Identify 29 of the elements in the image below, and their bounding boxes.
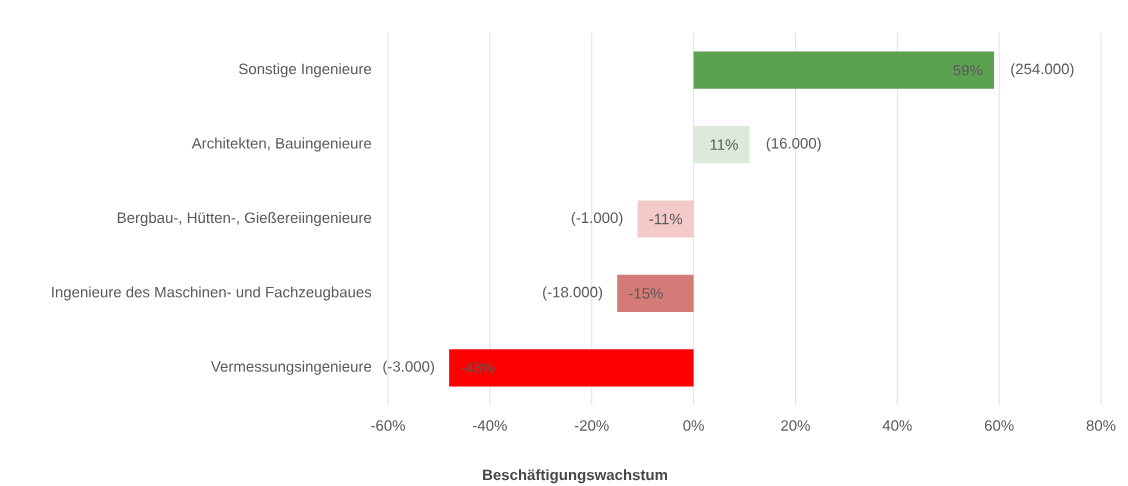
data-label: -11% [649,213,683,225]
x-tick-label: 60% [984,420,1014,431]
bar [693,126,750,164]
annotation: (-18.000) [543,286,603,301]
data-label: -48% [460,362,495,374]
annotation: (254.000) [1011,63,1074,78]
x-tick-label: -60% [371,420,405,431]
x-tick-label: 20% [781,420,810,431]
x-tick-label: 80% [1086,420,1116,431]
x-tick-label: -20% [574,420,609,431]
annotation: (16.000) [766,137,821,152]
annotation: (-1.000) [571,212,623,226]
y-tick-label: Ingenieure des Maschinen- und Fachzeugbaues [52,286,372,301]
x-axis-title: Beschäftigungswachstum [483,469,668,484]
annotation: (-3.000) [383,360,434,375]
data-label: 11% [710,139,738,150]
bar [449,349,694,387]
y-tick-label: Architekten, Bauingenieure [191,137,372,152]
bar [693,51,995,89]
data-label: 59% [953,64,983,76]
y-tick-label: Bergbau-, Hütten-, Gießereiingenieure [117,212,372,226]
bar [617,274,694,312]
data-label: -15% [629,288,663,299]
x-tick-label: 0% [683,420,704,431]
y-tick-label: Vermessungsingenieure [210,360,372,375]
bar [637,200,694,238]
y-tick-label: Sonstige Ingenieure [239,63,372,78]
x-tick-label: -40% [473,420,507,431]
x-tick-label: 40% [882,420,912,431]
